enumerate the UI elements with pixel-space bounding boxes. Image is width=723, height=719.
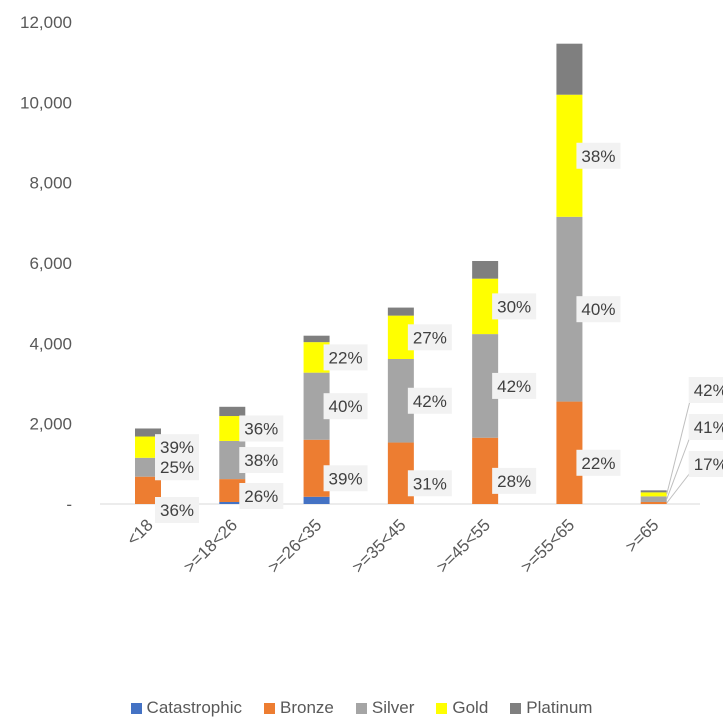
- chart-legend: Catastrophic Bronze Silver Gold Platinum: [0, 697, 723, 719]
- y-tick-label: 10,000: [20, 93, 72, 112]
- data-label: 26%: [244, 487, 278, 506]
- bar-segment-bronze: [640, 501, 667, 504]
- label-leader-line: [666, 434, 692, 500]
- data-label: 25%: [160, 458, 194, 477]
- data-label-box: [492, 372, 537, 399]
- data-label-box: [688, 377, 723, 403]
- y-tick-label: 2,000: [29, 415, 72, 434]
- legend-swatch: [510, 702, 522, 714]
- data-label-box: [407, 324, 452, 351]
- data-label-box: [239, 483, 284, 509]
- data-label: 17%: [694, 455, 723, 474]
- data-label-box: [323, 344, 368, 371]
- label-leader-line: [666, 397, 692, 495]
- data-label: 36%: [244, 419, 278, 438]
- data-label-box: [155, 434, 199, 461]
- data-label-box: [492, 467, 537, 494]
- y-tick-label: 8,000: [29, 174, 72, 193]
- bar-segment-platinum: [387, 307, 414, 316]
- bar-segment-catastrophic: [303, 496, 330, 504]
- x-category-label: >=35<45: [348, 515, 409, 576]
- bar-segment-platinum: [303, 335, 330, 343]
- label-leader-line: [666, 471, 692, 504]
- x-category-label: <18: [123, 515, 157, 549]
- data-label: 42%: [413, 392, 447, 411]
- x-category-label: >=55<65: [517, 515, 578, 576]
- data-label-box: [576, 449, 621, 476]
- y-tick-label: 6,000: [29, 254, 72, 273]
- bar-segment-gold: [640, 492, 667, 497]
- data-label-box: [407, 470, 452, 497]
- data-label-box: [323, 393, 368, 420]
- x-category-label: >=26<35: [264, 515, 325, 576]
- y-tick-label: 12,000: [20, 13, 72, 32]
- data-label: 36%: [160, 501, 194, 520]
- bar-segment-platinum: [556, 43, 583, 95]
- bar-segment-platinum: [472, 260, 499, 279]
- bar-segment-platinum: [135, 428, 161, 437]
- data-label: 38%: [581, 147, 615, 166]
- data-label-box: [323, 465, 368, 492]
- data-label: 28%: [497, 472, 531, 491]
- bar-segment-catastrophic: [219, 501, 246, 504]
- data-label: 40%: [329, 397, 363, 416]
- data-label-box: [239, 415, 284, 442]
- data-label: 38%: [244, 451, 278, 470]
- data-label: 42%: [497, 377, 531, 396]
- legend-item-platinum: Platinum: [510, 698, 592, 718]
- legend-label: Gold: [452, 698, 489, 717]
- data-label: 30%: [497, 297, 531, 316]
- data-label-box: [688, 451, 723, 477]
- y-tick-label: 4,000: [29, 334, 72, 353]
- data-label: 31%: [413, 474, 447, 493]
- legend-label: Silver: [371, 698, 415, 717]
- data-label-box: [492, 293, 537, 320]
- legend-item-silver: Silver: [355, 698, 415, 718]
- stacked-bar-chart: -2,0004,0006,0008,00010,00012,00036%25%3…: [20, 13, 723, 577]
- legend-swatch: [355, 702, 367, 714]
- data-label-box: [688, 414, 723, 440]
- data-label: 42%: [694, 381, 723, 400]
- data-label: 41%: [694, 418, 723, 437]
- data-label: 39%: [160, 438, 194, 457]
- data-label: 40%: [581, 300, 615, 319]
- legend-swatch: [263, 702, 275, 714]
- legend-item-catastrophic: Catastrophic: [130, 698, 242, 718]
- legend-label: Platinum: [526, 698, 593, 717]
- legend-label: Bronze: [279, 698, 334, 717]
- legend-swatch: [436, 702, 448, 714]
- data-label-box: [407, 387, 452, 414]
- bar-segment-platinum: [219, 406, 246, 417]
- legend-swatch: [130, 702, 142, 714]
- data-label-box: [239, 447, 284, 474]
- bar-segment-silver: [135, 457, 161, 477]
- y-tick-label: -: [66, 495, 72, 514]
- data-label-box: [576, 142, 621, 169]
- bar-segment-silver: [640, 496, 667, 502]
- x-category-label: >=65: [622, 515, 663, 556]
- data-label-box: [155, 497, 199, 523]
- x-category-label: >=45<55: [433, 515, 494, 576]
- data-label: 22%: [329, 348, 363, 367]
- data-label-box: [576, 296, 621, 323]
- data-label: 27%: [413, 328, 447, 347]
- legend-item-gold: Gold: [436, 698, 488, 718]
- legend-item-bronze: Bronze: [263, 698, 334, 718]
- data-label: 39%: [329, 469, 363, 488]
- x-category-label: >=18<26: [180, 515, 241, 576]
- legend-label: Catastrophic: [146, 698, 242, 717]
- bar-segment-gold: [135, 436, 161, 458]
- data-label: 22%: [581, 454, 615, 473]
- bar-segment-platinum: [640, 490, 667, 493]
- bar-segment-bronze: [219, 479, 246, 502]
